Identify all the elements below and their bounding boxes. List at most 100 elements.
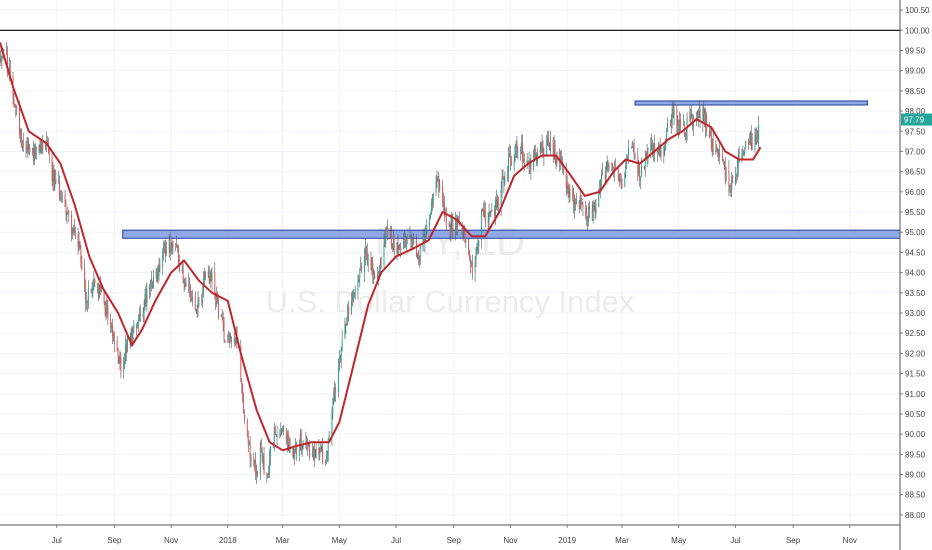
candle xyxy=(151,282,153,288)
candle xyxy=(324,462,326,464)
candle xyxy=(178,263,180,272)
candle xyxy=(658,150,660,153)
y-tick-label: 88.00 xyxy=(905,511,926,520)
candle xyxy=(470,262,472,264)
candle xyxy=(326,453,328,460)
candle xyxy=(262,455,264,461)
candle xyxy=(93,279,95,288)
candle xyxy=(189,281,191,290)
candle xyxy=(282,428,284,431)
candle xyxy=(693,123,695,127)
candle xyxy=(392,234,394,249)
candle xyxy=(155,270,157,279)
candle xyxy=(198,300,200,301)
candle xyxy=(624,173,626,186)
candle xyxy=(280,430,282,435)
candle xyxy=(249,444,251,459)
x-axis[interactable]: Jul Sep Nov 2018 Mar May Jul Sep Nov 2019 Mar May Ju… xyxy=(0,524,900,545)
candle xyxy=(756,131,758,137)
candle xyxy=(482,209,484,216)
candle xyxy=(450,219,452,234)
y-axis[interactable]: 88.00 88.50 89.00 89.50 90.00 90.50 91.00 91.50… xyxy=(899,0,930,550)
candle xyxy=(484,209,486,224)
x-tick-label: Jul xyxy=(391,536,401,545)
candle xyxy=(119,357,121,363)
candle xyxy=(168,239,170,251)
candle xyxy=(656,152,658,154)
candle xyxy=(256,470,258,476)
y-tick-label: 98.50 xyxy=(905,87,926,96)
candle xyxy=(0,58,1,61)
candle xyxy=(418,259,420,263)
last-price-tag: 97.79 xyxy=(901,113,932,126)
candle xyxy=(230,335,232,339)
candle xyxy=(423,236,425,242)
candle xyxy=(68,211,70,215)
candle xyxy=(125,344,127,353)
candle xyxy=(722,160,724,163)
candle xyxy=(749,140,751,143)
candle xyxy=(267,474,269,476)
candle xyxy=(26,146,28,149)
candle xyxy=(442,185,444,202)
candle xyxy=(40,143,42,151)
candle xyxy=(41,143,43,151)
candle xyxy=(565,167,567,186)
candle xyxy=(124,361,126,366)
candle xyxy=(378,268,380,278)
candle xyxy=(585,207,587,215)
candle xyxy=(67,211,69,214)
candle xyxy=(287,433,289,444)
candle xyxy=(347,305,349,324)
candle xyxy=(502,175,504,177)
candle xyxy=(334,387,336,393)
candle xyxy=(552,138,554,156)
candle xyxy=(146,288,148,304)
candle xyxy=(263,456,265,475)
candle xyxy=(710,130,712,149)
candle xyxy=(364,246,366,255)
candle xyxy=(220,314,222,317)
candle xyxy=(554,145,556,160)
candle xyxy=(416,254,418,258)
candle xyxy=(60,197,62,199)
candle xyxy=(0,58,2,62)
candle xyxy=(283,426,285,431)
candle xyxy=(521,143,523,155)
candle xyxy=(294,450,296,459)
candle xyxy=(85,289,87,302)
candle xyxy=(475,248,477,261)
candle xyxy=(573,195,575,210)
y-tick-label: 93.00 xyxy=(905,309,926,318)
candle xyxy=(79,241,81,249)
candle xyxy=(55,178,57,183)
candle xyxy=(738,154,740,158)
candle xyxy=(517,148,519,151)
candle xyxy=(351,300,353,303)
candle xyxy=(74,229,76,233)
x-tick-label: Nov xyxy=(164,536,178,545)
candle xyxy=(59,198,61,200)
candle xyxy=(691,114,693,116)
candle xyxy=(98,287,100,298)
candle xyxy=(92,287,94,291)
candle xyxy=(301,448,303,450)
candle xyxy=(341,339,343,351)
candle xyxy=(73,227,75,231)
candle xyxy=(344,324,346,339)
candle xyxy=(652,145,654,153)
candle xyxy=(169,238,171,253)
y-tick-label: 96.00 xyxy=(905,188,926,197)
candle xyxy=(669,120,671,122)
y-tick-label: 91.50 xyxy=(905,370,926,379)
candle xyxy=(145,294,147,305)
candle xyxy=(429,218,431,226)
candle xyxy=(268,474,270,475)
candle xyxy=(366,251,368,264)
candle xyxy=(621,184,623,186)
candle xyxy=(112,325,113,337)
candle xyxy=(548,137,550,145)
candle xyxy=(242,385,244,400)
candle xyxy=(191,297,193,302)
